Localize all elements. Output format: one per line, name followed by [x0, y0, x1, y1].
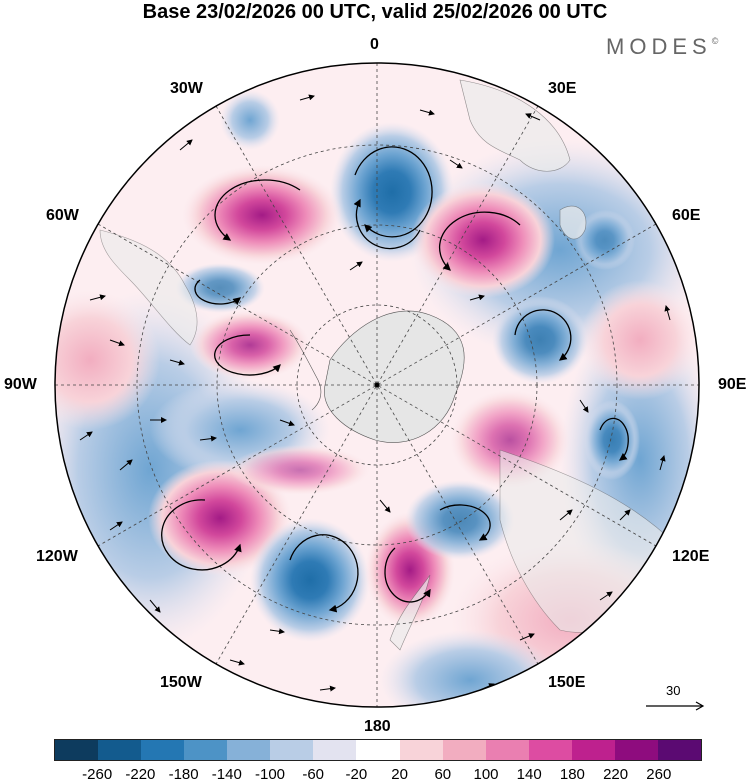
- madagascar: [559, 205, 587, 240]
- negative-anomaly-center: [575, 210, 635, 270]
- colorbar-swatch: [270, 740, 314, 760]
- antarctic-peninsula: [289, 329, 322, 411]
- colorbar-tick-label: 20: [391, 766, 408, 783]
- modes-logo: MODES©: [606, 34, 718, 60]
- colorbar-swatch: [55, 740, 99, 760]
- longitude-label-120w: 120W: [36, 548, 78, 565]
- new-zealand: [389, 574, 431, 651]
- colorbar-swatch: [528, 740, 572, 760]
- longitude-label-0: 0: [370, 36, 379, 53]
- south-pole-marker: [374, 382, 380, 388]
- brand-name: MODES: [606, 34, 712, 59]
- colorbar-tick-label: -60: [302, 766, 325, 783]
- south-america: [99, 229, 198, 346]
- positive-anomaly-center: [190, 310, 310, 380]
- colorbar-tick-label: 220: [603, 766, 629, 783]
- negative-anomaly-center: [175, 263, 265, 313]
- longitude-label-150e: 150E: [548, 674, 586, 691]
- wind-vectors: [161, 146, 629, 613]
- colorbar-tick-label: 140: [516, 766, 542, 783]
- longitude-label-60w: 60W: [46, 207, 79, 224]
- colorbar-swatch: [313, 740, 357, 760]
- antarctica: [324, 310, 465, 443]
- reference-vector-value: 30: [666, 683, 681, 698]
- colorbar-swatch: [227, 740, 271, 760]
- colorbar: [54, 739, 702, 761]
- colorbar-swatch: [98, 740, 142, 760]
- chart-title: Base 23/02/2026 00 UTC, valid 25/02/2026…: [142, 1, 608, 23]
- longitude-label-90w: 90W: [4, 376, 37, 393]
- longitude-label-180: 180: [364, 718, 391, 735]
- weak-negative-band: [380, 630, 560, 707]
- colorbar-tick-label: -260: [82, 766, 113, 783]
- colorbar-tick-label: -140: [211, 766, 242, 783]
- colorbar-swatch: [485, 740, 529, 760]
- negative-anomaly-center: [584, 400, 640, 480]
- meridians: [55, 63, 699, 707]
- colorbar-swatch: [356, 740, 400, 760]
- longitude-label-60e: 60E: [672, 207, 701, 224]
- colorbar-tick-label: -100: [254, 766, 286, 783]
- colorbar-swatch: [442, 740, 486, 760]
- colorbar-tick-label: -180: [168, 766, 199, 783]
- positive-anomaly-center: [230, 445, 370, 495]
- colorbar-swatch: [657, 740, 701, 760]
- colorbar-swatch: [184, 740, 228, 760]
- colorbar-tick-label: -220: [125, 766, 156, 783]
- longitude-label-150w: 150W: [160, 674, 202, 691]
- colorbar-tick-label: 100: [473, 766, 499, 783]
- weak-negative-band: [220, 90, 280, 150]
- weak-positive-band: [55, 290, 160, 430]
- negative-anomaly-center: [405, 480, 515, 560]
- polar-map: [54, 62, 700, 708]
- africa: [459, 79, 571, 172]
- negative-anomaly-center: [250, 518, 370, 642]
- brand-mark: ©: [711, 36, 719, 46]
- negative-anomaly-center: [492, 296, 588, 384]
- positive-anomaly-center: [182, 165, 342, 265]
- colorbar-tick-label: -20: [345, 766, 368, 783]
- longitude-label-30e: 30E: [548, 80, 577, 97]
- colorbar-swatch: [571, 740, 615, 760]
- colorbar-tick-label: 260: [646, 766, 672, 783]
- colorbar-swatch: [614, 740, 658, 760]
- map-boundary: [54, 62, 700, 708]
- colorbar-tick-label: 180: [559, 766, 585, 783]
- colorbar-swatch: [141, 740, 185, 760]
- longitude-label-30w: 30W: [170, 80, 203, 97]
- colorbar-tick-label: 60: [434, 766, 452, 783]
- reference-vector-arrow: [646, 701, 705, 711]
- weak-positive-band: [580, 280, 699, 400]
- positive-anomaly-center: [411, 182, 555, 298]
- longitude-label-90e: 90E: [718, 376, 747, 393]
- colorbar-swatch: [399, 740, 443, 760]
- longitude-label-120e: 120E: [672, 548, 710, 565]
